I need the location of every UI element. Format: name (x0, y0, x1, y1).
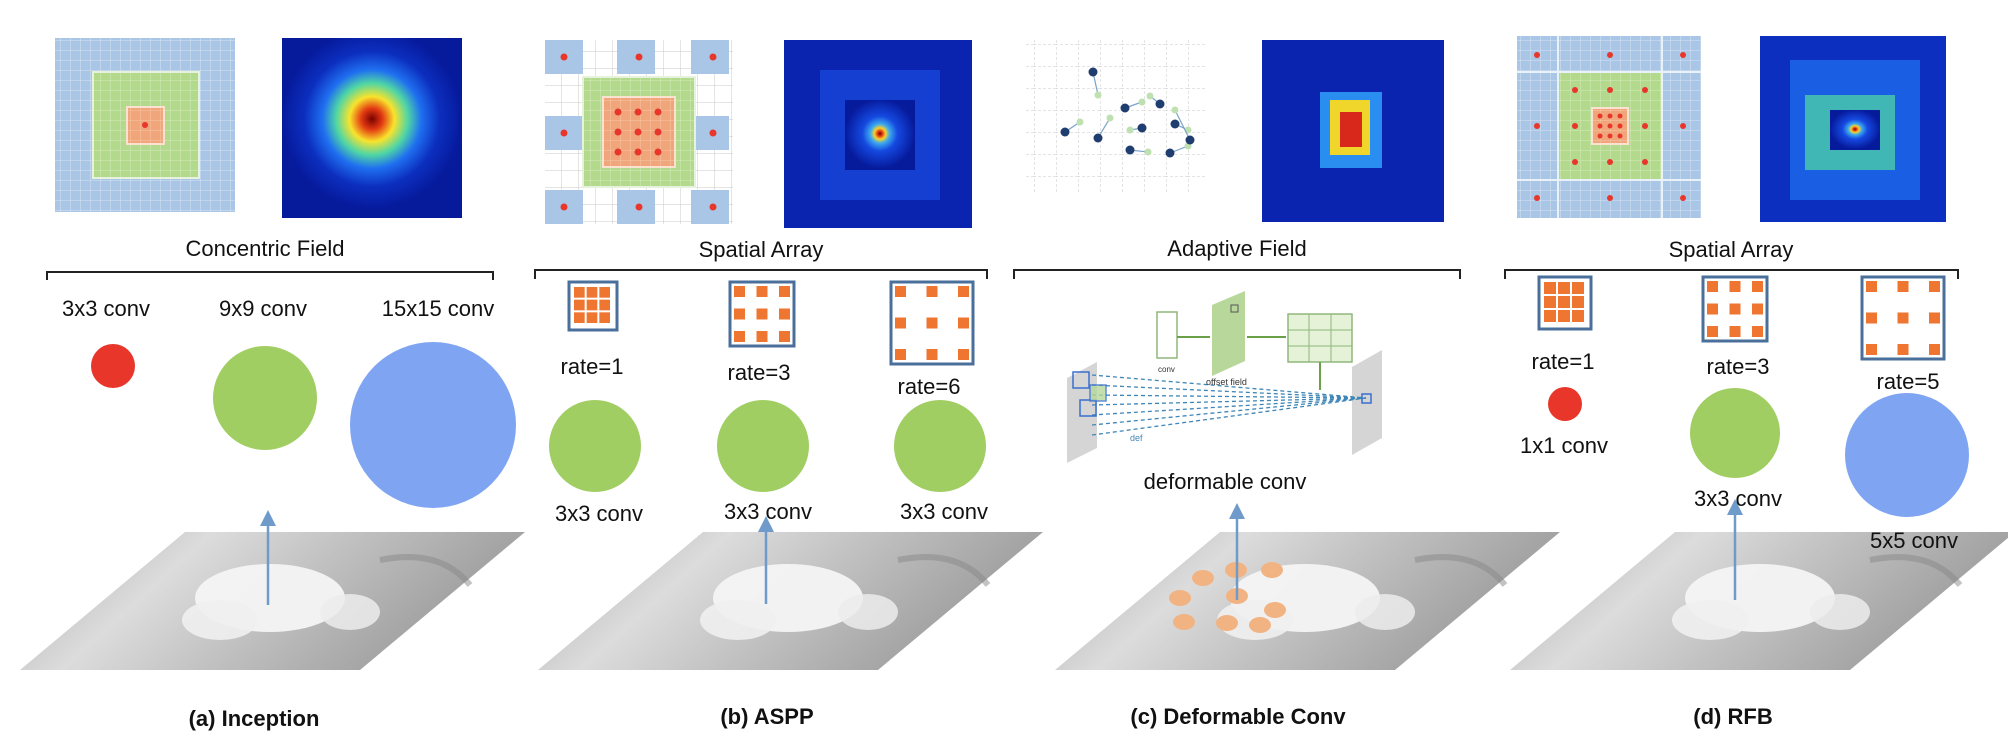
aspp-bracket (534, 269, 988, 279)
aspp-grid-map (545, 40, 733, 224)
caption-deformable-conv: (c) Deformable Conv (1130, 704, 1346, 729)
aspp-conv-label-2: 3x3 conv (723, 499, 813, 524)
rfb-kernel-rate5 (1860, 275, 1946, 361)
rfb-kernel-rate3 (1701, 275, 1769, 343)
aspp-conv-label-3: 3x3 conv (899, 499, 989, 524)
caption-aspp: (b) ASPP (720, 704, 814, 729)
inception-heatmap (282, 38, 462, 218)
rfb-label-5x5-conv: 5x5 conv (1869, 528, 1959, 553)
panel-inception (46, 38, 516, 508)
input-image-deformable (1055, 532, 1560, 670)
rfb-rate3-label: rate=3 (1706, 354, 1770, 379)
rfb-label-3x3-conv: 3x3 conv (1693, 486, 1783, 511)
inset-label-def: def (1130, 433, 1143, 443)
label-15x15-conv: 15x15 conv (381, 296, 495, 321)
deformable-bracket (1013, 269, 1461, 279)
arrow-1 (758, 516, 774, 604)
field-9x9-circle (213, 346, 317, 450)
aspp-rate1-label: rate=1 (560, 354, 624, 379)
input-images (20, 532, 2008, 670)
inset-label-conv: conv (1158, 365, 1175, 374)
input-image-rfb (1510, 532, 2008, 670)
header-concentric-field: Concentric Field (185, 236, 345, 261)
header-adaptive-field: Adaptive Field (1167, 236, 1307, 261)
aspp-kernel-rate6 (889, 280, 975, 366)
rfb-rate5-label: rate=5 (1876, 369, 1940, 394)
aspp-heatmap (784, 40, 972, 228)
caption-inception: (a) Inception (188, 706, 320, 731)
aspp-circle-rate3 (717, 400, 809, 492)
rfb-label-1x1-conv: 1x1 conv (1519, 433, 1609, 458)
arrows (260, 499, 1743, 605)
deformable-grid-map (1025, 40, 1205, 194)
label-9x9-conv: 9x9 conv (218, 296, 308, 321)
inception-bracket (46, 271, 494, 280)
label-3x3-conv: 3x3 conv (61, 296, 151, 321)
aspp-kernels (567, 280, 975, 366)
label-deformable-conv: deformable conv (1143, 469, 1307, 494)
aspp-circle-rate1 (549, 400, 641, 492)
arrow-2 (1229, 503, 1245, 600)
panel-aspp (534, 40, 988, 492)
arrow-3 (1727, 499, 1743, 600)
rfb-circle-3x3 (1690, 388, 1780, 478)
rfb-circle-1x1 (1548, 387, 1582, 421)
inception-grid-map (55, 38, 235, 212)
aspp-conv-label-1: 3x3 conv (554, 501, 644, 526)
rfb-grid-map (1517, 36, 1701, 218)
header-spatial-array-aspp: Spatial Array (698, 237, 824, 262)
panel-deformable: conv offset field def (1013, 40, 1461, 463)
field-3x3-circle (91, 344, 135, 388)
input-image-inception (20, 532, 525, 670)
deformable-conv-inset: conv offset field def (1067, 291, 1382, 463)
inset-label-offset-field: offset field (1206, 377, 1247, 387)
aspp-circle-rate6 (894, 400, 986, 492)
rfb-circle-5x5 (1845, 393, 1969, 517)
aspp-kernel-rate1 (567, 280, 619, 332)
panel-rfb (1504, 36, 1969, 517)
aspp-rate6-label: rate=6 (897, 374, 961, 399)
caption-rfb: (d) RFB (1693, 704, 1773, 729)
rfb-kernels (1537, 275, 1946, 361)
aspp-kernel-rate3 (728, 280, 796, 348)
rfb-bracket (1504, 269, 1959, 279)
deformable-heatmap (1262, 40, 1444, 222)
aspp-rate3-label: rate=3 (727, 360, 791, 385)
arrow-0 (260, 510, 276, 605)
rfb-heatmap (1760, 36, 1946, 222)
rfb-rate1-label: rate=1 (1531, 349, 1595, 374)
deformable-sample-points (1169, 562, 1286, 633)
rfb-kernel-rate1 (1537, 275, 1593, 331)
header-spatial-array-rfb: Spatial Array (1668, 237, 1794, 262)
input-image-aspp (538, 532, 1043, 670)
field-15x15-circle (350, 342, 516, 508)
